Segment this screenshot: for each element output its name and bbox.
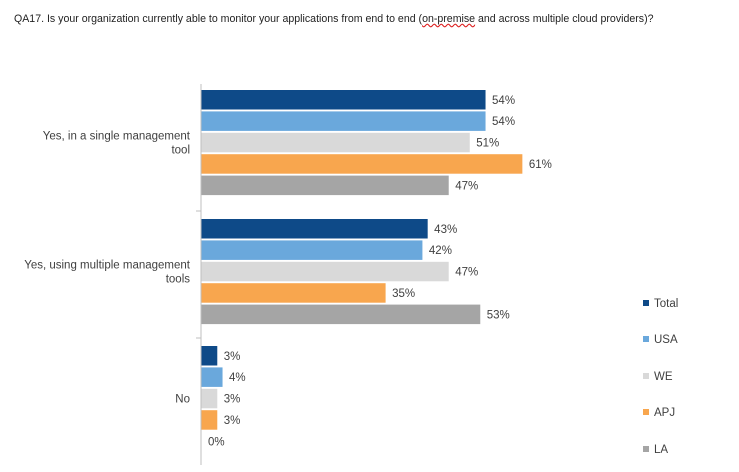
bar [201,304,481,325]
data-label: 3% [224,394,241,406]
bar [201,240,423,260]
legend-swatch [643,336,649,342]
data-label: 42% [429,245,452,257]
data-label: 54% [492,116,515,128]
legend-label: LA [654,444,668,456]
data-label: 35% [392,288,415,300]
data-label: 54% [492,95,515,107]
data-label: 3% [224,415,241,427]
data-label: 4% [229,372,246,384]
bar [201,111,486,131]
title-text-before: QA17. Is your organization currently abl… [14,13,423,25]
bar [201,90,486,110]
title-text-underlined: on-premise [422,13,476,25]
bar [201,388,218,409]
legend-label: WE [654,371,673,383]
data-label: 61% [529,159,552,171]
bar [201,410,218,430]
category-label: No [175,394,190,406]
data-label: 43% [434,224,457,236]
data-label: 51% [476,138,499,150]
bar [201,175,449,196]
category-label: Yes, using multiple management tools [24,260,191,286]
bar [201,367,223,387]
bar [201,261,449,282]
legend-swatch [643,446,649,452]
bar [201,283,386,303]
chart-title: QA17. Is your organization currently abl… [14,13,654,25]
legend-label: Total [654,298,678,310]
bar [201,219,428,239]
category-label: Yes, in a single management tool [43,131,191,157]
legend-label: USA [654,334,678,346]
bar [201,346,218,366]
title-text-after: and across multiple cloud providers)? [475,13,654,25]
data-label: 53% [487,309,510,321]
bar [201,154,523,174]
legend-swatch [643,373,649,379]
data-label: 47% [455,180,478,192]
data-label: 47% [455,267,478,279]
legend-label: APJ [654,407,675,419]
data-label: 0% [208,436,225,448]
legend-swatch [643,300,649,306]
legend-swatch [643,409,649,415]
bar [201,132,470,153]
data-label: 3% [224,351,241,363]
